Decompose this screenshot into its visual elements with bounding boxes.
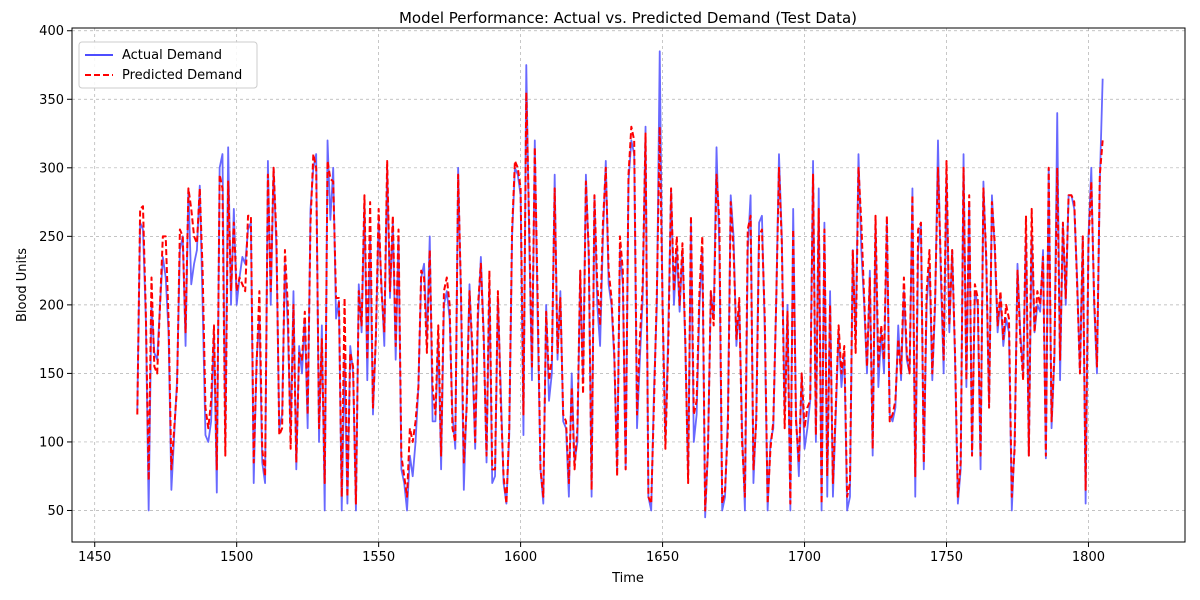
legend-label-predicted: Predicted Demand — [122, 68, 242, 83]
x-tick-label: 1650 — [646, 550, 679, 565]
x-axis-label: Time — [611, 571, 644, 586]
plot-frame — [71, 27, 1186, 543]
axis-ticks: 1450 1500 1550 1600 1650 1700 1750 1800 50 100 150… — [39, 24, 1105, 565]
y-tick-label: 300 — [39, 161, 64, 176]
x-tick-label: 1550 — [362, 550, 395, 565]
x-tick-label: 1450 — [78, 550, 111, 565]
y-tick-label: 100 — [39, 435, 64, 450]
grid — [72, 28, 1185, 542]
x-tick-label: 1500 — [220, 550, 253, 565]
y-tick-label: 50 — [47, 504, 64, 519]
y-axis-label: Blood Units — [15, 248, 30, 322]
y-tick-label: 350 — [39, 93, 64, 108]
x-tick-label: 1800 — [1072, 550, 1105, 565]
y-tick-label: 150 — [39, 367, 64, 382]
y-tick-label: 400 — [39, 24, 64, 39]
x-tick-label: 1600 — [504, 550, 537, 565]
x-tick-label: 1700 — [788, 550, 821, 565]
chart-title: Model Performance: Actual vs. Predicted … — [399, 9, 857, 27]
y-tick-label: 250 — [39, 230, 64, 245]
series-group — [136, 50, 1104, 519]
legend-label-actual: Actual Demand — [122, 48, 222, 63]
predicted-demand-line — [136, 91, 1104, 512]
legend: Actual Demand Predicted Demand — [78, 41, 258, 89]
legend-box — [78, 41, 258, 89]
x-tick-label: 1750 — [930, 550, 963, 565]
y-tick-label: 200 — [39, 298, 64, 313]
